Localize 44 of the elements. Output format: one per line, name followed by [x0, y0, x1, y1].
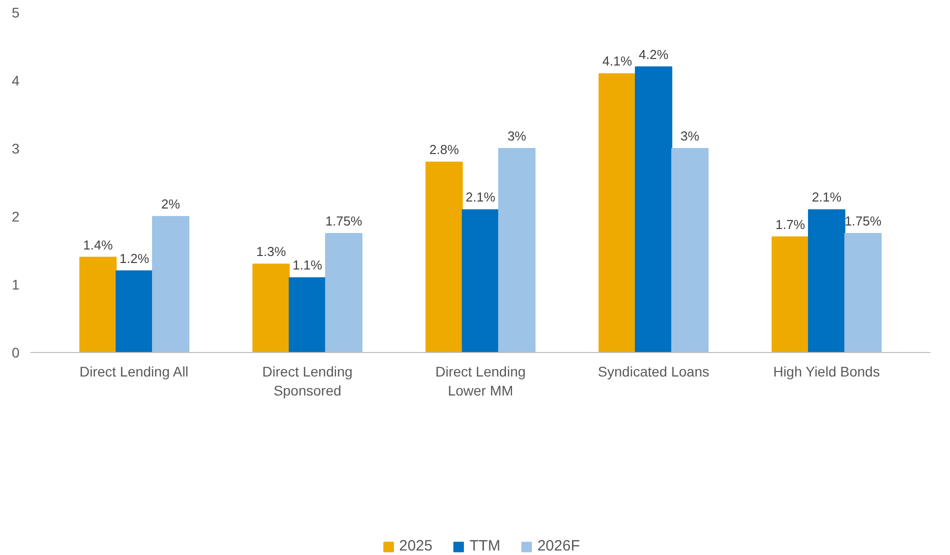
data-label: 2.1%: [466, 190, 496, 205]
bar: [79, 256, 117, 352]
bar: [462, 209, 500, 352]
y-tick-label: 4: [12, 72, 20, 88]
bar: [425, 162, 463, 352]
data-label: 2.1%: [812, 190, 842, 205]
data-label: 1.75%: [325, 214, 363, 228]
x-tick-label: Direct Lending Sponsored: [262, 364, 353, 399]
bar: [634, 66, 672, 352]
data-label: 3%: [507, 128, 527, 144]
y-tick-label: 0: [12, 344, 20, 360]
y-tick-label: 2: [12, 208, 20, 224]
bar: [808, 209, 846, 352]
bar: [116, 270, 154, 352]
data-label: 3%: [680, 128, 700, 144]
bar: [498, 148, 536, 352]
bar: [844, 233, 882, 352]
bar: [325, 233, 362, 352]
y-tick-label: 1: [12, 276, 20, 292]
data-label: 2.8%: [429, 142, 460, 158]
data-label: 1.7%: [775, 216, 806, 232]
legend-label: 2026F: [537, 538, 580, 554]
data-label: 1.1%: [292, 258, 323, 273]
bar: [772, 236, 809, 352]
bar: [671, 148, 709, 352]
y-tick-label: 3: [12, 140, 20, 156]
bar: [152, 216, 190, 352]
y-tick-label: 5: [12, 4, 20, 20]
bar: [252, 264, 290, 352]
data-label: 4.2%: [638, 46, 669, 62]
data-label: 1.3%: [256, 244, 286, 260]
x-tick-label: Direct Lending All: [79, 364, 188, 380]
legend-label: TTM: [470, 538, 500, 554]
x-tick-label: Direct Lending Lower MM: [435, 364, 526, 399]
data-label: 1.75%: [844, 214, 882, 228]
data-label: 4.1%: [602, 54, 632, 69]
legend-label: 2025: [399, 538, 432, 554]
x-tick-label: Syndicated Loans: [598, 364, 710, 380]
data-label: 1.4%: [83, 237, 114, 252]
bar: [288, 277, 326, 352]
data-label: 2%: [161, 196, 181, 212]
x-tick-label: High Yield Bonds: [773, 364, 880, 380]
data-label: 1.2%: [120, 250, 150, 266]
bar: [598, 73, 636, 352]
